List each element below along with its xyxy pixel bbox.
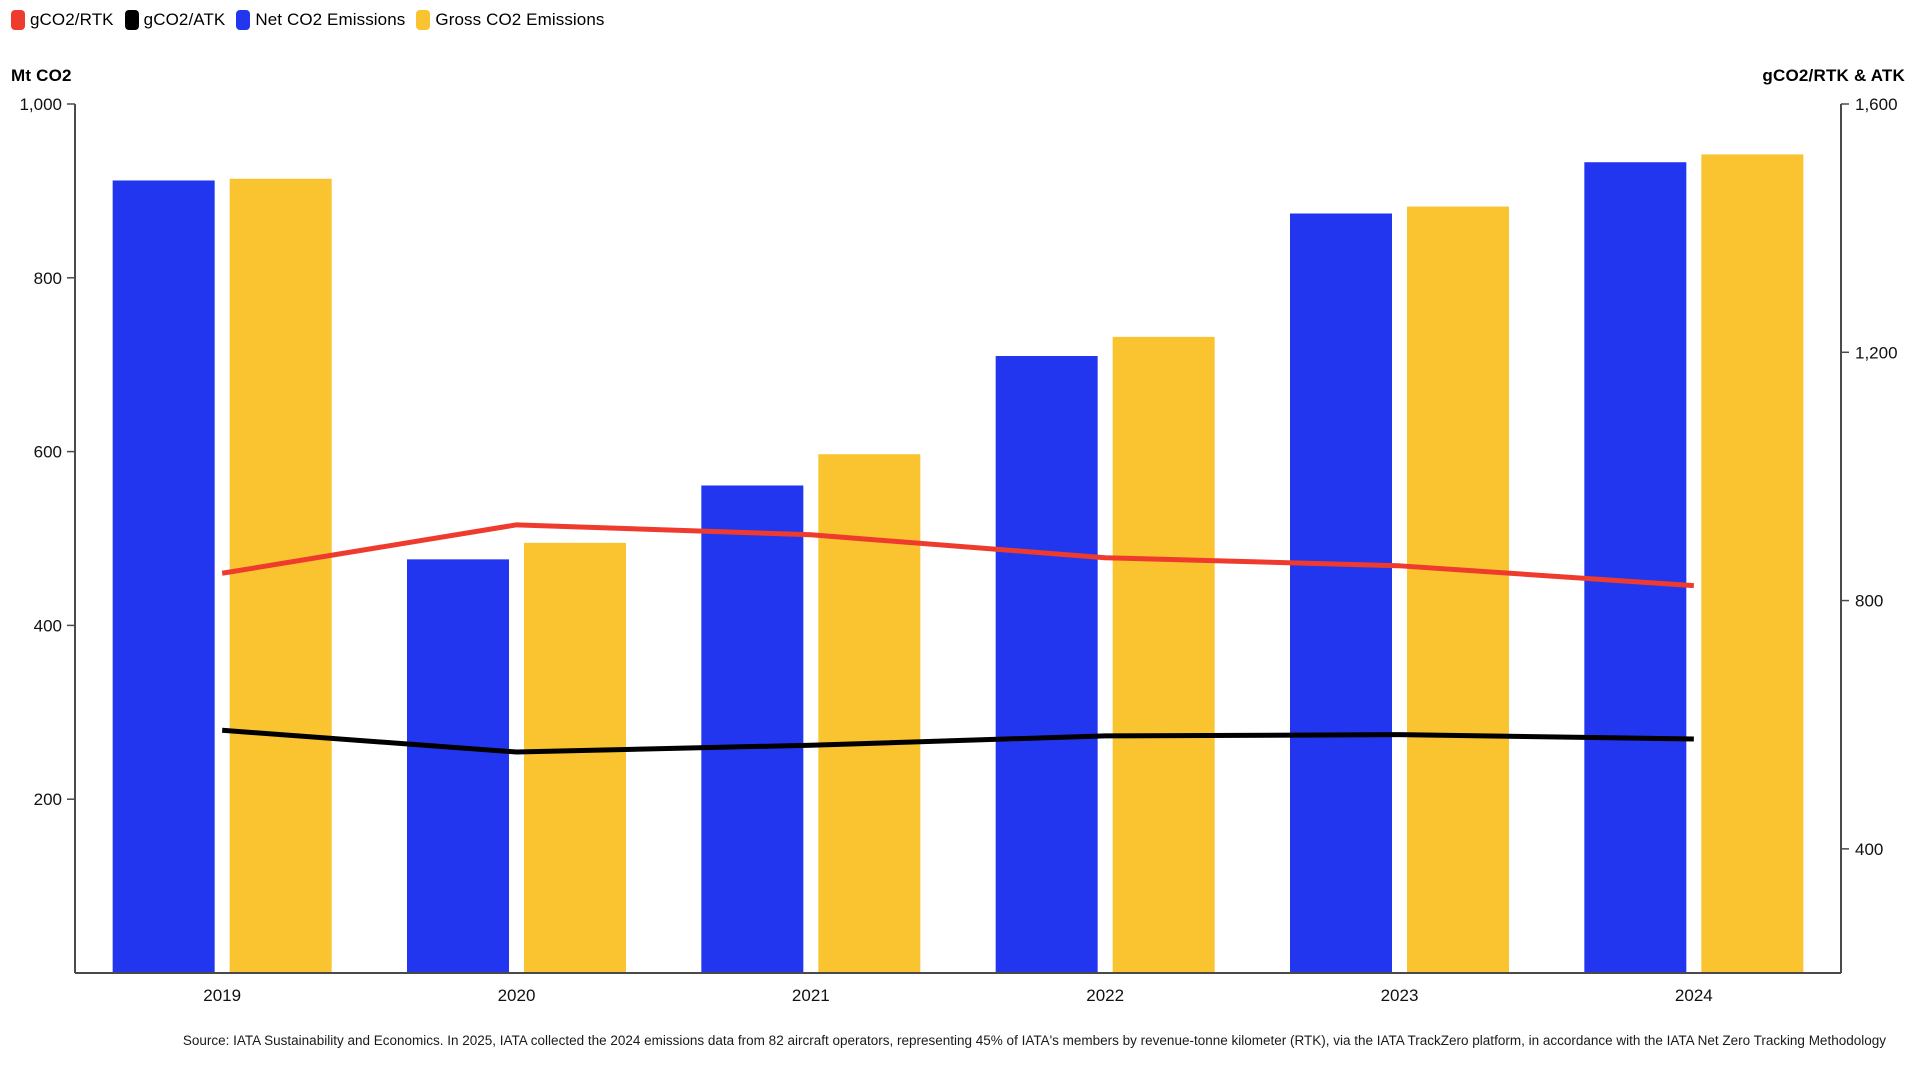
legend-swatch-net-co2-emissions (236, 10, 251, 30)
bar-net-co2-emissions-2019 (112, 180, 215, 974)
right-axis-tick-label-400: 400 (1855, 840, 1883, 859)
x-axis-label-2024: 2024 (1675, 986, 1713, 1005)
left-axis-tick-label-600: 600 (34, 443, 62, 462)
x-axis-label-2022: 2022 (1086, 986, 1124, 1005)
legend-label-gco2-atk: gCO2/ATK (143, 10, 226, 29)
x-axis-label-2023: 2023 (1381, 986, 1419, 1005)
bar-net-co2-emissions-2024 (1584, 162, 1687, 973)
left-axis-tick-label-400: 400 (34, 616, 62, 635)
right-axis-tick-label-800: 800 (1855, 592, 1883, 611)
bar-gross-co2-emissions-2021 (818, 454, 921, 973)
line-gco2-rtk (221, 522, 1695, 589)
legend-item-net-co2-emissions[interactable]: Net CO2 Emissions (236, 10, 405, 30)
right-axis-tick-label-1-600: 1,600 (1855, 95, 1898, 114)
left-axis-tick-label-200: 200 (34, 790, 62, 809)
bar-gross-co2-emissions-2023 (1407, 206, 1509, 974)
line-gco2-atk (221, 727, 1694, 755)
left-axis-tick-label-1-000: 1,000 (19, 95, 62, 114)
legend-item-gco2-atk[interactable]: gCO2/ATK (124, 10, 226, 30)
x-axis-label-2020: 2020 (498, 986, 536, 1005)
bar-net-co2-emissions-2020 (407, 559, 509, 973)
left-axis-tick-label-800: 800 (34, 269, 62, 288)
bar-gross-co2-emissions-2020 (524, 542, 626, 973)
legend-swatch-gross-co2-emissions (416, 10, 431, 30)
bar-gross-co2-emissions-2022 (1112, 336, 1215, 974)
left-axis-title: Mt CO2 (11, 66, 72, 85)
chart-legend: gCO2/RTK gCO2/ATK Net CO2 Emissions Gros… (11, 10, 605, 30)
legend-label-gross-co2-emissions: Gross CO2 Emissions (435, 10, 605, 29)
x-axis-label-2021: 2021 (792, 986, 830, 1005)
legend-item-gross-co2-emissions[interactable]: Gross CO2 Emissions (416, 10, 604, 30)
bar-gross-co2-emissions-2019 (229, 178, 332, 973)
x-axis-label-2019: 2019 (203, 986, 241, 1005)
right-axis-title: gCO2/RTK & ATK (1762, 66, 1905, 85)
source-note: Source: IATA Sustainability and Economic… (182, 1033, 1886, 1048)
bar-net-co2-emissions-2021 (701, 485, 804, 973)
bar-net-co2-emissions-2023 (1290, 213, 1392, 973)
legend-label-net-co2-emissions: Net CO2 Emissions (255, 10, 406, 29)
legend-label-gco2-rtk: gCO2/RTK (30, 10, 114, 29)
legend-item-gco2-rtk[interactable]: gCO2/RTK (11, 10, 114, 30)
bar-net-co2-emissions-2022 (995, 356, 1098, 973)
legend-swatch-gco2-rtk (11, 10, 25, 30)
bar-gross-co2-emissions-2024 (1701, 154, 1804, 974)
legend-swatch-gco2-atk (124, 10, 139, 30)
right-axis-tick-label-1-200: 1,200 (1855, 343, 1898, 362)
